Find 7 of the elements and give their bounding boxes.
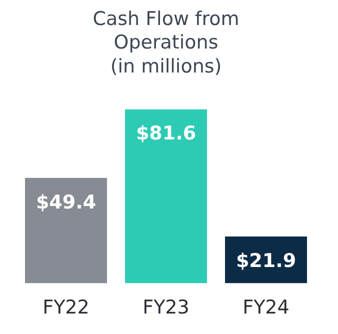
- data-label: $21.9: [236, 250, 296, 272]
- data-label: $81.6: [136, 122, 196, 145]
- data-label: $49.4: [36, 191, 96, 214]
- x-tick-label: FY22: [42, 296, 90, 319]
- x-tick-label: FY24: [242, 296, 290, 319]
- chart-title: Cash Flow from Operations (in millions): [92, 8, 240, 78]
- x-tick-label: FY23: [142, 296, 190, 319]
